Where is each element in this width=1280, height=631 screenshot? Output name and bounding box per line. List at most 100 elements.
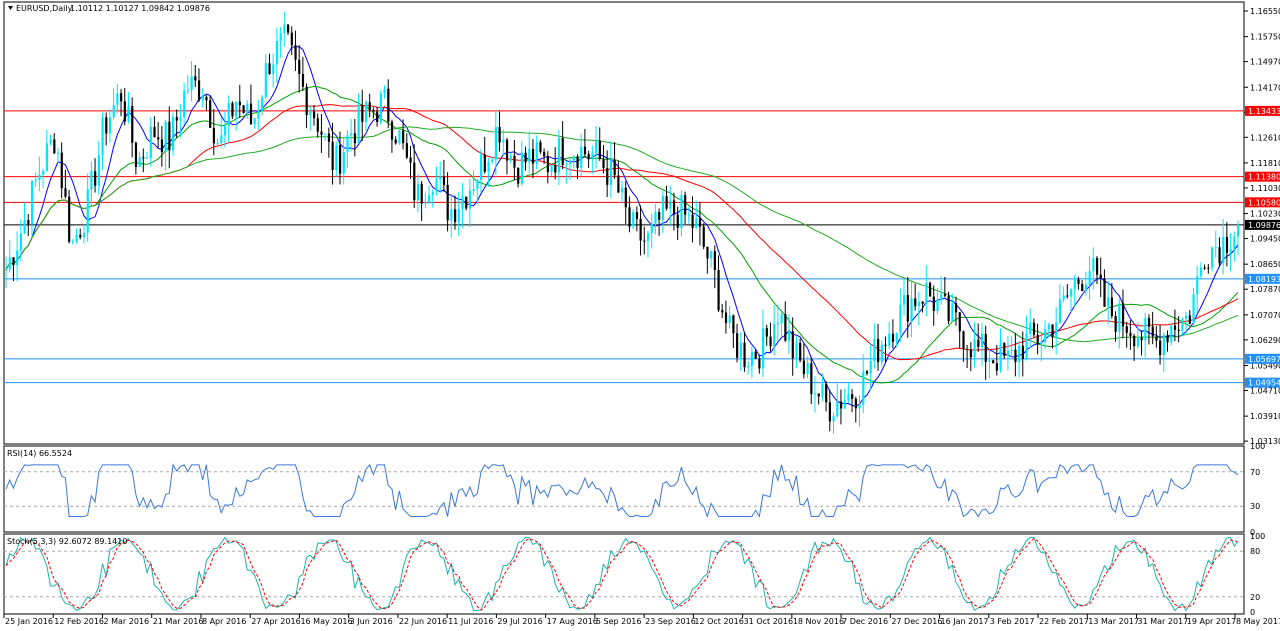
candle-body: [1129, 332, 1132, 336]
candle-body: [1077, 279, 1080, 284]
candle-body: [969, 349, 973, 358]
candle-body: [194, 76, 197, 81]
candle-body: [465, 196, 468, 209]
candle-body: [646, 233, 650, 242]
candle-body: [487, 161, 490, 172]
candle-body: [331, 141, 334, 170]
rsi-tick-label: 0: [1250, 528, 1255, 537]
candle-body: [160, 139, 164, 153]
candle-body: [168, 121, 171, 151]
candle-body: [784, 314, 787, 341]
candle-body: [587, 154, 590, 159]
candle-body: [476, 180, 479, 190]
candle-body: [1110, 297, 1114, 316]
candle-body: [899, 304, 902, 333]
candle-body: [1188, 315, 1191, 324]
candle-body: [1140, 337, 1143, 341]
level-tag-label: 1.09876: [1248, 221, 1280, 230]
candle-body: [958, 312, 961, 332]
level-tag: [1245, 219, 1280, 230]
candle-body: [505, 139, 509, 161]
candle-body: [123, 101, 126, 122]
candle-body: [780, 314, 783, 324]
candle-body: [450, 209, 453, 221]
candle-body: [643, 240, 646, 242]
candle-body: [1021, 345, 1024, 359]
price-tick-label: 1.09450: [1250, 235, 1280, 244]
candle-body: [413, 162, 416, 201]
candle-body: [936, 300, 939, 311]
date-tick-label: 31 Mar 2017: [1138, 617, 1189, 626]
candle-body: [672, 200, 676, 215]
candle-body: [962, 331, 965, 349]
candle-body: [30, 181, 34, 225]
candle-body: [1014, 349, 1017, 362]
candle-body: [891, 333, 895, 342]
stoch-tick-label: 80: [1250, 547, 1260, 556]
candle-body: [973, 339, 976, 358]
level-tag-label: 1.11380: [1248, 173, 1280, 182]
candle-body: [821, 383, 824, 397]
candles: [5, 11, 1240, 434]
candle-body: [1185, 315, 1188, 319]
candle-body: [747, 365, 750, 368]
stoch-tick-label: 20: [1250, 593, 1260, 602]
date-tick-label: 29 Jul 2016: [497, 617, 542, 626]
candle-body: [1003, 342, 1006, 356]
candle-body: [925, 282, 928, 304]
date-tick-label: 27 Dec 2016: [891, 617, 942, 626]
price-tick-label: 1.15750: [1250, 33, 1280, 42]
candle-body: [1203, 267, 1206, 269]
date-tick-label: 8 May 2017: [1236, 617, 1280, 626]
candle-body: [795, 342, 798, 359]
candle-body: [1032, 322, 1036, 335]
stoch-signal-line: [5, 537, 1239, 611]
rsi-line: [5, 463, 1239, 519]
candle-body: [402, 130, 405, 144]
candle-body: [880, 344, 883, 363]
candle-body: [468, 190, 472, 209]
candle-body: [242, 105, 245, 114]
candle-body: [762, 328, 765, 369]
rsi-panel[interactable]: [3, 445, 1245, 533]
candle-body: [45, 143, 49, 172]
candle-body: [787, 331, 791, 341]
candle-body: [120, 93, 123, 102]
candle-body: [272, 64, 275, 75]
date-tick-label: 12 Feb 2016: [54, 617, 104, 626]
candle-body: [984, 333, 987, 362]
candle-body: [290, 32, 293, 46]
ma-slowest-line: [5, 126, 1239, 343]
candle-body: [431, 191, 434, 196]
candle-body: [420, 183, 423, 204]
candle-body: [12, 257, 15, 265]
candle-body: [68, 196, 71, 242]
candle-body: [717, 269, 720, 311]
stoch-indicator: 100 80 20 0: [4, 532, 1265, 617]
rsi-indicator: 100 70 30 0: [4, 442, 1265, 537]
price-tick-label: 1.07070: [1250, 311, 1280, 320]
candle-body: [554, 165, 557, 173]
candle-body: [769, 336, 772, 347]
candle-body: [743, 342, 746, 368]
candle-body: [394, 139, 397, 144]
collapse-triangle-icon[interactable]: [8, 6, 13, 10]
candle-body: [342, 152, 345, 174]
candle-body: [1155, 336, 1158, 341]
candle-body: [387, 88, 390, 122]
level-tag: [1245, 353, 1280, 364]
ma-fast-line: [5, 46, 1239, 407]
level-tag: [1245, 377, 1280, 388]
candle-body: [149, 126, 152, 158]
candle-body: [205, 96, 208, 101]
candle-body: [639, 218, 642, 241]
candle-body: [346, 135, 349, 153]
candle-body: [954, 303, 958, 313]
candle-body: [843, 400, 846, 409]
price-panel[interactable]: [3, 1, 1245, 445]
candle-body: [353, 133, 357, 144]
level-tag-label: 1.13433: [1248, 107, 1280, 116]
candle-body: [921, 301, 924, 304]
candle-body: [654, 212, 657, 224]
